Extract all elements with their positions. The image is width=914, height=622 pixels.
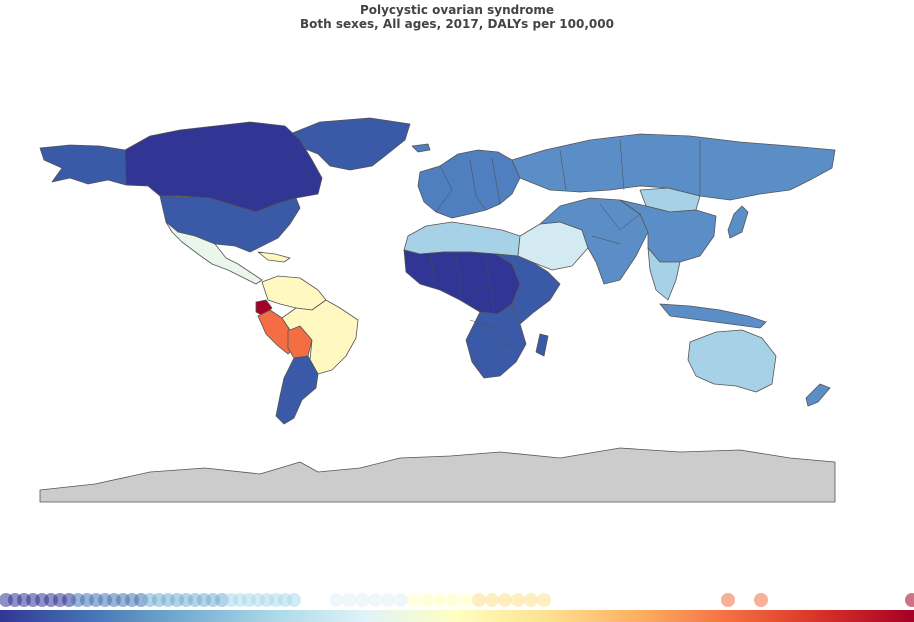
region-brazil[interactable] [281,299,359,375]
region-greenland[interactable] [289,117,411,171]
legend-dot-39 [407,593,421,607]
region-indonesia[interactable] [659,303,767,329]
legend-dot-46 [498,593,512,607]
legend-dot-40 [420,593,434,607]
region-southeast-asia[interactable] [647,247,681,301]
region-caribbean[interactable] [257,251,291,263]
legend-dot-37 [381,593,395,607]
region-west-central-africa[interactable] [403,249,521,315]
region-canada[interactable] [124,121,323,213]
legend-dot-49 [537,593,551,607]
legend-dot-43 [459,593,473,607]
region-mexico-central-america[interactable] [165,221,263,285]
legend-dot-52 [905,593,914,607]
region-russia[interactable] [511,133,836,201]
legend-dot-44 [472,593,486,607]
legend-gradient-bar [0,610,914,622]
map-title: Polycystic ovarian syndrome [360,3,554,17]
map-subtitle: Both sexes, All ages, 2017, DALYs per 10… [300,17,614,31]
legend-dot-38 [394,593,408,607]
region-north-africa[interactable] [403,221,521,257]
legend-dot-50 [721,593,735,607]
legend-dot-42 [446,593,460,607]
legend-dot-35 [355,593,369,607]
legend-dot-45 [485,593,499,607]
legend-dot-33 [329,593,343,607]
legend-dot-41 [433,593,447,607]
region-iceland[interactable] [411,143,431,153]
region-northern-south-america[interactable] [261,275,327,311]
region-alaska[interactable] [39,144,127,186]
region-usa[interactable] [159,195,301,253]
legend-dot-47 [511,593,525,607]
legend-dot-32 [287,593,301,607]
countries [39,117,836,503]
legend-dots [0,593,914,607]
country-borders [429,139,701,351]
region-europe[interactable] [417,149,521,219]
region-japan[interactable] [727,205,749,239]
legend-dot-48 [524,593,538,607]
legend-dot-36 [368,593,382,607]
legend-dot-34 [342,593,356,607]
region-new-zealand[interactable] [805,383,831,407]
region-madagascar[interactable] [535,333,549,357]
region-central-south-asia[interactable] [539,197,649,285]
region-australia[interactable] [687,329,777,393]
region-china-east-asia[interactable] [619,199,717,263]
region-antarctica[interactable] [39,447,836,503]
region-southern-cone[interactable] [275,355,319,425]
legend-dot-51 [754,593,768,607]
region-southern-africa[interactable] [465,303,527,379]
